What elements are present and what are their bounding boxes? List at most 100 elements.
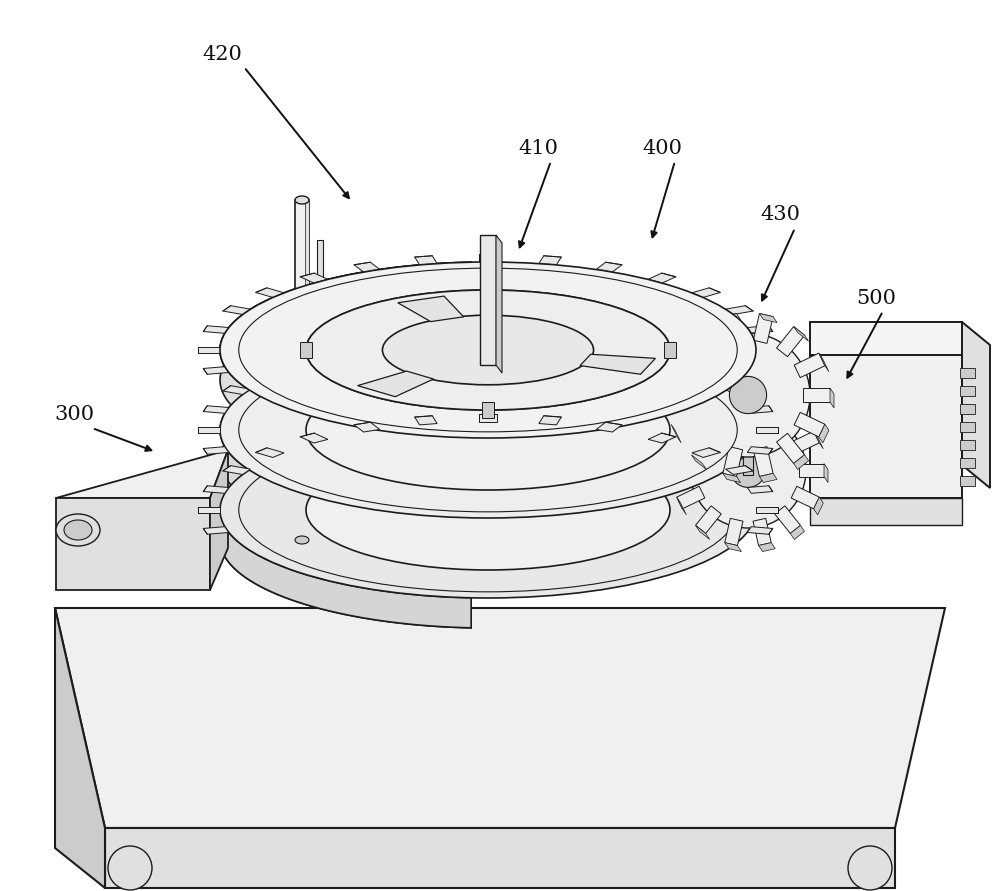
Polygon shape — [496, 235, 502, 373]
Polygon shape — [756, 507, 778, 513]
Polygon shape — [726, 466, 753, 475]
Polygon shape — [759, 395, 775, 404]
Polygon shape — [220, 422, 471, 628]
Polygon shape — [753, 314, 773, 343]
Polygon shape — [726, 386, 753, 395]
Polygon shape — [747, 367, 773, 374]
Polygon shape — [691, 433, 719, 463]
Polygon shape — [677, 431, 705, 454]
Polygon shape — [288, 452, 316, 468]
Ellipse shape — [239, 429, 737, 592]
Circle shape — [108, 846, 152, 890]
Polygon shape — [725, 543, 741, 552]
Polygon shape — [691, 454, 706, 470]
Polygon shape — [317, 240, 323, 530]
Polygon shape — [55, 608, 945, 828]
Polygon shape — [692, 368, 720, 378]
Polygon shape — [220, 262, 471, 468]
Polygon shape — [288, 382, 316, 398]
Polygon shape — [819, 353, 829, 372]
Ellipse shape — [64, 520, 92, 540]
Polygon shape — [794, 413, 825, 437]
Polygon shape — [810, 355, 962, 498]
Circle shape — [686, 333, 810, 457]
Polygon shape — [677, 431, 686, 449]
Polygon shape — [960, 458, 975, 468]
Polygon shape — [723, 314, 741, 323]
Polygon shape — [300, 274, 328, 283]
Polygon shape — [775, 506, 800, 534]
Polygon shape — [696, 406, 710, 421]
Polygon shape — [777, 326, 805, 356]
Text: 410: 410 — [518, 138, 558, 158]
Polygon shape — [794, 454, 809, 470]
Polygon shape — [691, 326, 719, 356]
Polygon shape — [316, 452, 322, 472]
Ellipse shape — [382, 315, 594, 385]
Ellipse shape — [220, 342, 756, 518]
Polygon shape — [723, 473, 741, 483]
Polygon shape — [210, 450, 228, 590]
Polygon shape — [358, 371, 434, 396]
Polygon shape — [791, 486, 819, 509]
Polygon shape — [814, 497, 823, 515]
Polygon shape — [300, 433, 328, 443]
Polygon shape — [220, 342, 471, 548]
Polygon shape — [810, 498, 962, 525]
Ellipse shape — [306, 290, 670, 410]
Polygon shape — [664, 342, 676, 358]
Polygon shape — [203, 486, 229, 494]
Ellipse shape — [295, 196, 309, 204]
Polygon shape — [580, 355, 655, 374]
Polygon shape — [671, 353, 702, 378]
Polygon shape — [759, 473, 777, 483]
Circle shape — [729, 376, 767, 413]
Polygon shape — [696, 406, 721, 434]
Polygon shape — [398, 296, 464, 322]
Polygon shape — [960, 386, 975, 396]
Polygon shape — [479, 254, 497, 262]
Polygon shape — [747, 486, 773, 494]
Ellipse shape — [220, 422, 756, 598]
Polygon shape — [960, 422, 975, 432]
Polygon shape — [415, 416, 437, 425]
Polygon shape — [775, 406, 800, 434]
Polygon shape — [725, 395, 743, 421]
Polygon shape — [666, 388, 693, 402]
Polygon shape — [803, 388, 830, 402]
Polygon shape — [305, 200, 309, 540]
Polygon shape — [648, 274, 676, 283]
Polygon shape — [482, 402, 494, 418]
Polygon shape — [723, 314, 743, 343]
Polygon shape — [223, 466, 250, 475]
Polygon shape — [256, 368, 284, 378]
Polygon shape — [223, 386, 250, 395]
Text: 300: 300 — [54, 405, 94, 424]
Text: 400: 400 — [642, 138, 682, 158]
Polygon shape — [960, 404, 975, 414]
Polygon shape — [203, 326, 229, 333]
Polygon shape — [648, 433, 676, 443]
Polygon shape — [696, 526, 710, 539]
Polygon shape — [666, 388, 670, 408]
Polygon shape — [316, 312, 322, 332]
Polygon shape — [691, 326, 706, 341]
Polygon shape — [539, 256, 561, 265]
Ellipse shape — [56, 514, 100, 546]
Polygon shape — [671, 413, 702, 437]
Polygon shape — [759, 543, 775, 552]
Polygon shape — [810, 322, 962, 355]
Polygon shape — [814, 431, 823, 449]
Polygon shape — [479, 334, 497, 342]
Ellipse shape — [239, 268, 737, 432]
Polygon shape — [354, 422, 380, 432]
Polygon shape — [198, 347, 220, 353]
Polygon shape — [960, 368, 975, 378]
Polygon shape — [824, 463, 828, 483]
Polygon shape — [316, 382, 322, 402]
Polygon shape — [677, 497, 686, 515]
Ellipse shape — [306, 290, 670, 410]
Polygon shape — [288, 312, 316, 328]
Polygon shape — [479, 414, 497, 422]
Polygon shape — [256, 448, 284, 457]
